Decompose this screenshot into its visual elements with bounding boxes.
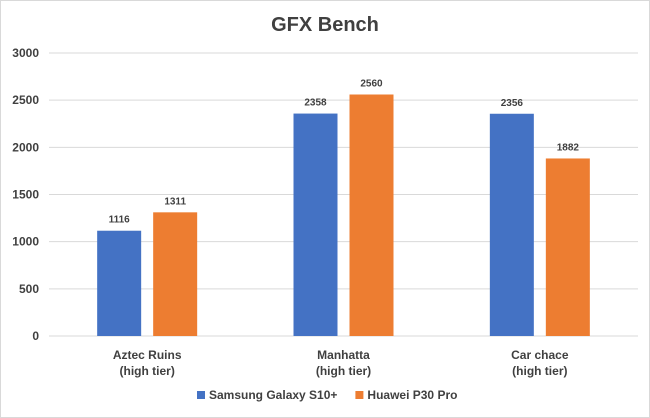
y-axis-tick-labels: 0 500 1000 1500 2000 2500 3000 [12,46,39,343]
bar-huawei-1 [349,94,394,336]
y-tick-label: 500 [19,282,39,296]
data-label: 2356 [501,98,524,109]
y-tick-label: 1500 [12,188,39,202]
gridlines [49,52,638,337]
bar-samsung-1 [293,113,338,336]
data-label: 1882 [557,142,580,153]
category-label: (high tier) [512,364,567,378]
bar-huawei-2 [545,158,590,336]
legend: Samsung Galaxy S10+ Huawei P30 Pro [197,388,457,402]
data-label: 2560 [360,79,383,90]
y-tick-label: 2000 [12,140,39,154]
category-label: (high tier) [120,364,175,378]
data-label: 2358 [304,98,327,109]
y-tick-label: 3000 [12,46,39,60]
bar-huawei-0 [153,212,198,336]
y-tick-label: 1000 [12,235,39,249]
chart-title: GFX Bench [271,14,379,36]
legend-swatch-0 [197,391,205,399]
bar-samsung-2 [489,113,534,336]
data-label: 1116 [109,215,131,226]
category-label: Car chace [511,348,569,362]
y-tick-label: 2500 [12,93,39,107]
legend-label-1: Huawei P30 Pro [367,388,457,402]
legend-swatch-1 [355,391,364,399]
data-labels: 1116 1311 2358 2560 2356 1882 [109,79,580,226]
bar-samsung-0 [97,230,142,336]
bars [97,94,590,336]
category-label: (high tier) [316,364,371,378]
category-label: Aztec Ruins [113,348,182,362]
x-axis-category-labels: Aztec Ruins (high tier) Manhatta (high tier… [113,348,569,378]
y-tick-label: 0 [32,329,39,343]
data-label: 1311 [164,196,186,207]
category-label: Manhatta [317,348,370,362]
legend-label-0: Samsung Galaxy S10+ [209,388,337,402]
